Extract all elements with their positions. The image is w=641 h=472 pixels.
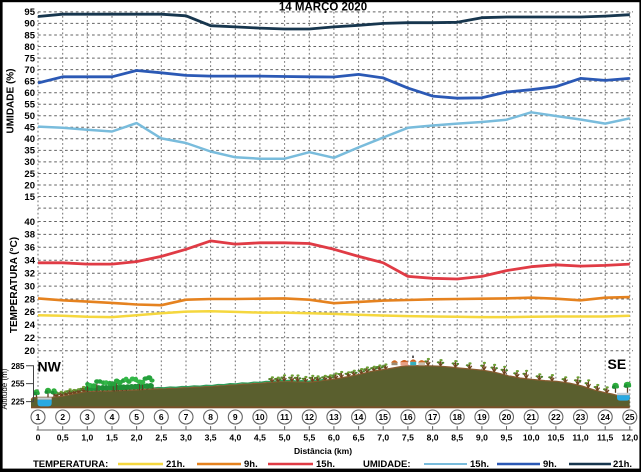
svg-text:8,5: 8,5 [451, 433, 463, 443]
svg-text:1,5: 1,5 [106, 433, 118, 443]
svg-text:UMIDADE (%): UMIDADE (%) [6, 69, 17, 134]
svg-text:8: 8 [208, 412, 213, 422]
svg-text:SE: SE [608, 356, 627, 372]
svg-text:6: 6 [159, 412, 164, 422]
svg-text:6,0: 6,0 [328, 433, 340, 443]
svg-text:0: 0 [36, 433, 41, 443]
svg-text:22: 22 [551, 412, 561, 422]
svg-text:19: 19 [477, 412, 487, 422]
svg-text:24: 24 [24, 320, 35, 331]
svg-text:21h.: 21h. [613, 459, 632, 470]
svg-text:7,0: 7,0 [377, 433, 389, 443]
svg-text:75: 75 [24, 53, 35, 64]
svg-text:20: 20 [502, 412, 512, 422]
svg-text:15: 15 [378, 412, 388, 422]
svg-text:16: 16 [403, 412, 413, 422]
svg-text:17: 17 [428, 412, 438, 422]
svg-text:TEMPERATURA (°C): TEMPERATURA (°C) [9, 237, 20, 333]
svg-text:25: 25 [24, 169, 35, 180]
svg-text:32: 32 [24, 269, 35, 280]
svg-text:10,5: 10,5 [548, 433, 565, 443]
svg-text:55: 55 [24, 100, 35, 111]
svg-text:15h.: 15h. [470, 459, 489, 470]
svg-text:14 MARÇO 2020: 14 MARÇO 2020 [279, 2, 367, 14]
svg-text:18: 18 [452, 412, 462, 422]
svg-text:23: 23 [576, 412, 586, 422]
svg-text:225: 225 [11, 397, 25, 406]
svg-text:7: 7 [184, 412, 189, 422]
svg-text:5: 5 [134, 412, 139, 422]
svg-text:38: 38 [24, 230, 35, 241]
svg-text:12,0: 12,0 [621, 433, 638, 443]
svg-text:9h.: 9h. [543, 459, 557, 470]
svg-text:1: 1 [36, 412, 41, 422]
svg-text:36: 36 [24, 243, 35, 254]
svg-text:4,0: 4,0 [229, 433, 241, 443]
svg-text:9: 9 [233, 412, 238, 422]
svg-text:20: 20 [24, 346, 35, 357]
svg-text:6,5: 6,5 [353, 433, 365, 443]
svg-text:5,5: 5,5 [303, 433, 315, 443]
svg-text:4,5: 4,5 [254, 433, 266, 443]
svg-text:40: 40 [24, 134, 35, 145]
svg-text:30: 30 [24, 157, 35, 168]
svg-text:TEMPERATURA:: TEMPERATURA: [33, 459, 108, 470]
svg-text:4: 4 [110, 412, 115, 422]
svg-text:12: 12 [305, 412, 315, 422]
svg-text:21h.: 21h. [166, 459, 185, 470]
svg-text:2,0: 2,0 [131, 433, 143, 443]
svg-text:90: 90 [24, 19, 35, 30]
svg-text:25: 25 [625, 412, 635, 422]
svg-text:22: 22 [24, 333, 35, 344]
svg-text:3: 3 [85, 412, 90, 422]
svg-text:9,0: 9,0 [476, 433, 488, 443]
svg-text:2: 2 [60, 412, 65, 422]
svg-text:0,5: 0,5 [57, 433, 69, 443]
svg-text:1,0: 1,0 [81, 433, 93, 443]
svg-text:11: 11 [280, 412, 289, 422]
svg-text:3,5: 3,5 [205, 433, 217, 443]
svg-text:UMIDADE:: UMIDADE: [363, 459, 411, 470]
svg-text:5,0: 5,0 [279, 433, 291, 443]
svg-text:Distância (km): Distância (km) [294, 446, 352, 456]
svg-text:8,0: 8,0 [427, 433, 439, 443]
svg-text:28: 28 [24, 294, 35, 305]
svg-text:21: 21 [526, 412, 536, 422]
svg-text:15h.: 15h. [316, 459, 335, 470]
svg-text:95: 95 [24, 7, 35, 18]
svg-text:26: 26 [24, 307, 35, 318]
svg-text:NW: NW [38, 359, 62, 375]
svg-text:3,0: 3,0 [180, 433, 192, 443]
svg-text:13: 13 [329, 412, 339, 422]
svg-text:35: 35 [24, 146, 35, 157]
svg-text:60: 60 [24, 88, 35, 99]
svg-text:10,0: 10,0 [523, 433, 540, 443]
svg-text:Altitude (m): Altitude (m) [0, 368, 9, 409]
svg-text:10: 10 [255, 412, 265, 422]
svg-text:70: 70 [24, 65, 35, 76]
svg-text:7,5: 7,5 [402, 433, 414, 443]
svg-text:30: 30 [24, 281, 35, 292]
svg-text:45: 45 [24, 123, 35, 134]
svg-text:14: 14 [354, 412, 364, 422]
svg-text:50: 50 [24, 111, 35, 122]
svg-text:34: 34 [24, 256, 35, 267]
svg-text:24: 24 [600, 412, 610, 422]
svg-text:11,0: 11,0 [572, 433, 588, 443]
svg-text:15: 15 [24, 192, 35, 203]
svg-text:65: 65 [24, 76, 35, 87]
svg-text:285: 285 [11, 362, 25, 371]
svg-text:9h.: 9h. [244, 459, 258, 470]
svg-text:255: 255 [11, 380, 25, 389]
svg-text:80: 80 [24, 42, 35, 53]
svg-text:85: 85 [24, 30, 35, 41]
svg-text:2,5: 2,5 [155, 433, 167, 443]
svg-text:9,5: 9,5 [501, 433, 513, 443]
svg-text:11,5: 11,5 [597, 433, 613, 443]
svg-text:40: 40 [24, 217, 35, 228]
svg-text:20: 20 [24, 180, 35, 191]
